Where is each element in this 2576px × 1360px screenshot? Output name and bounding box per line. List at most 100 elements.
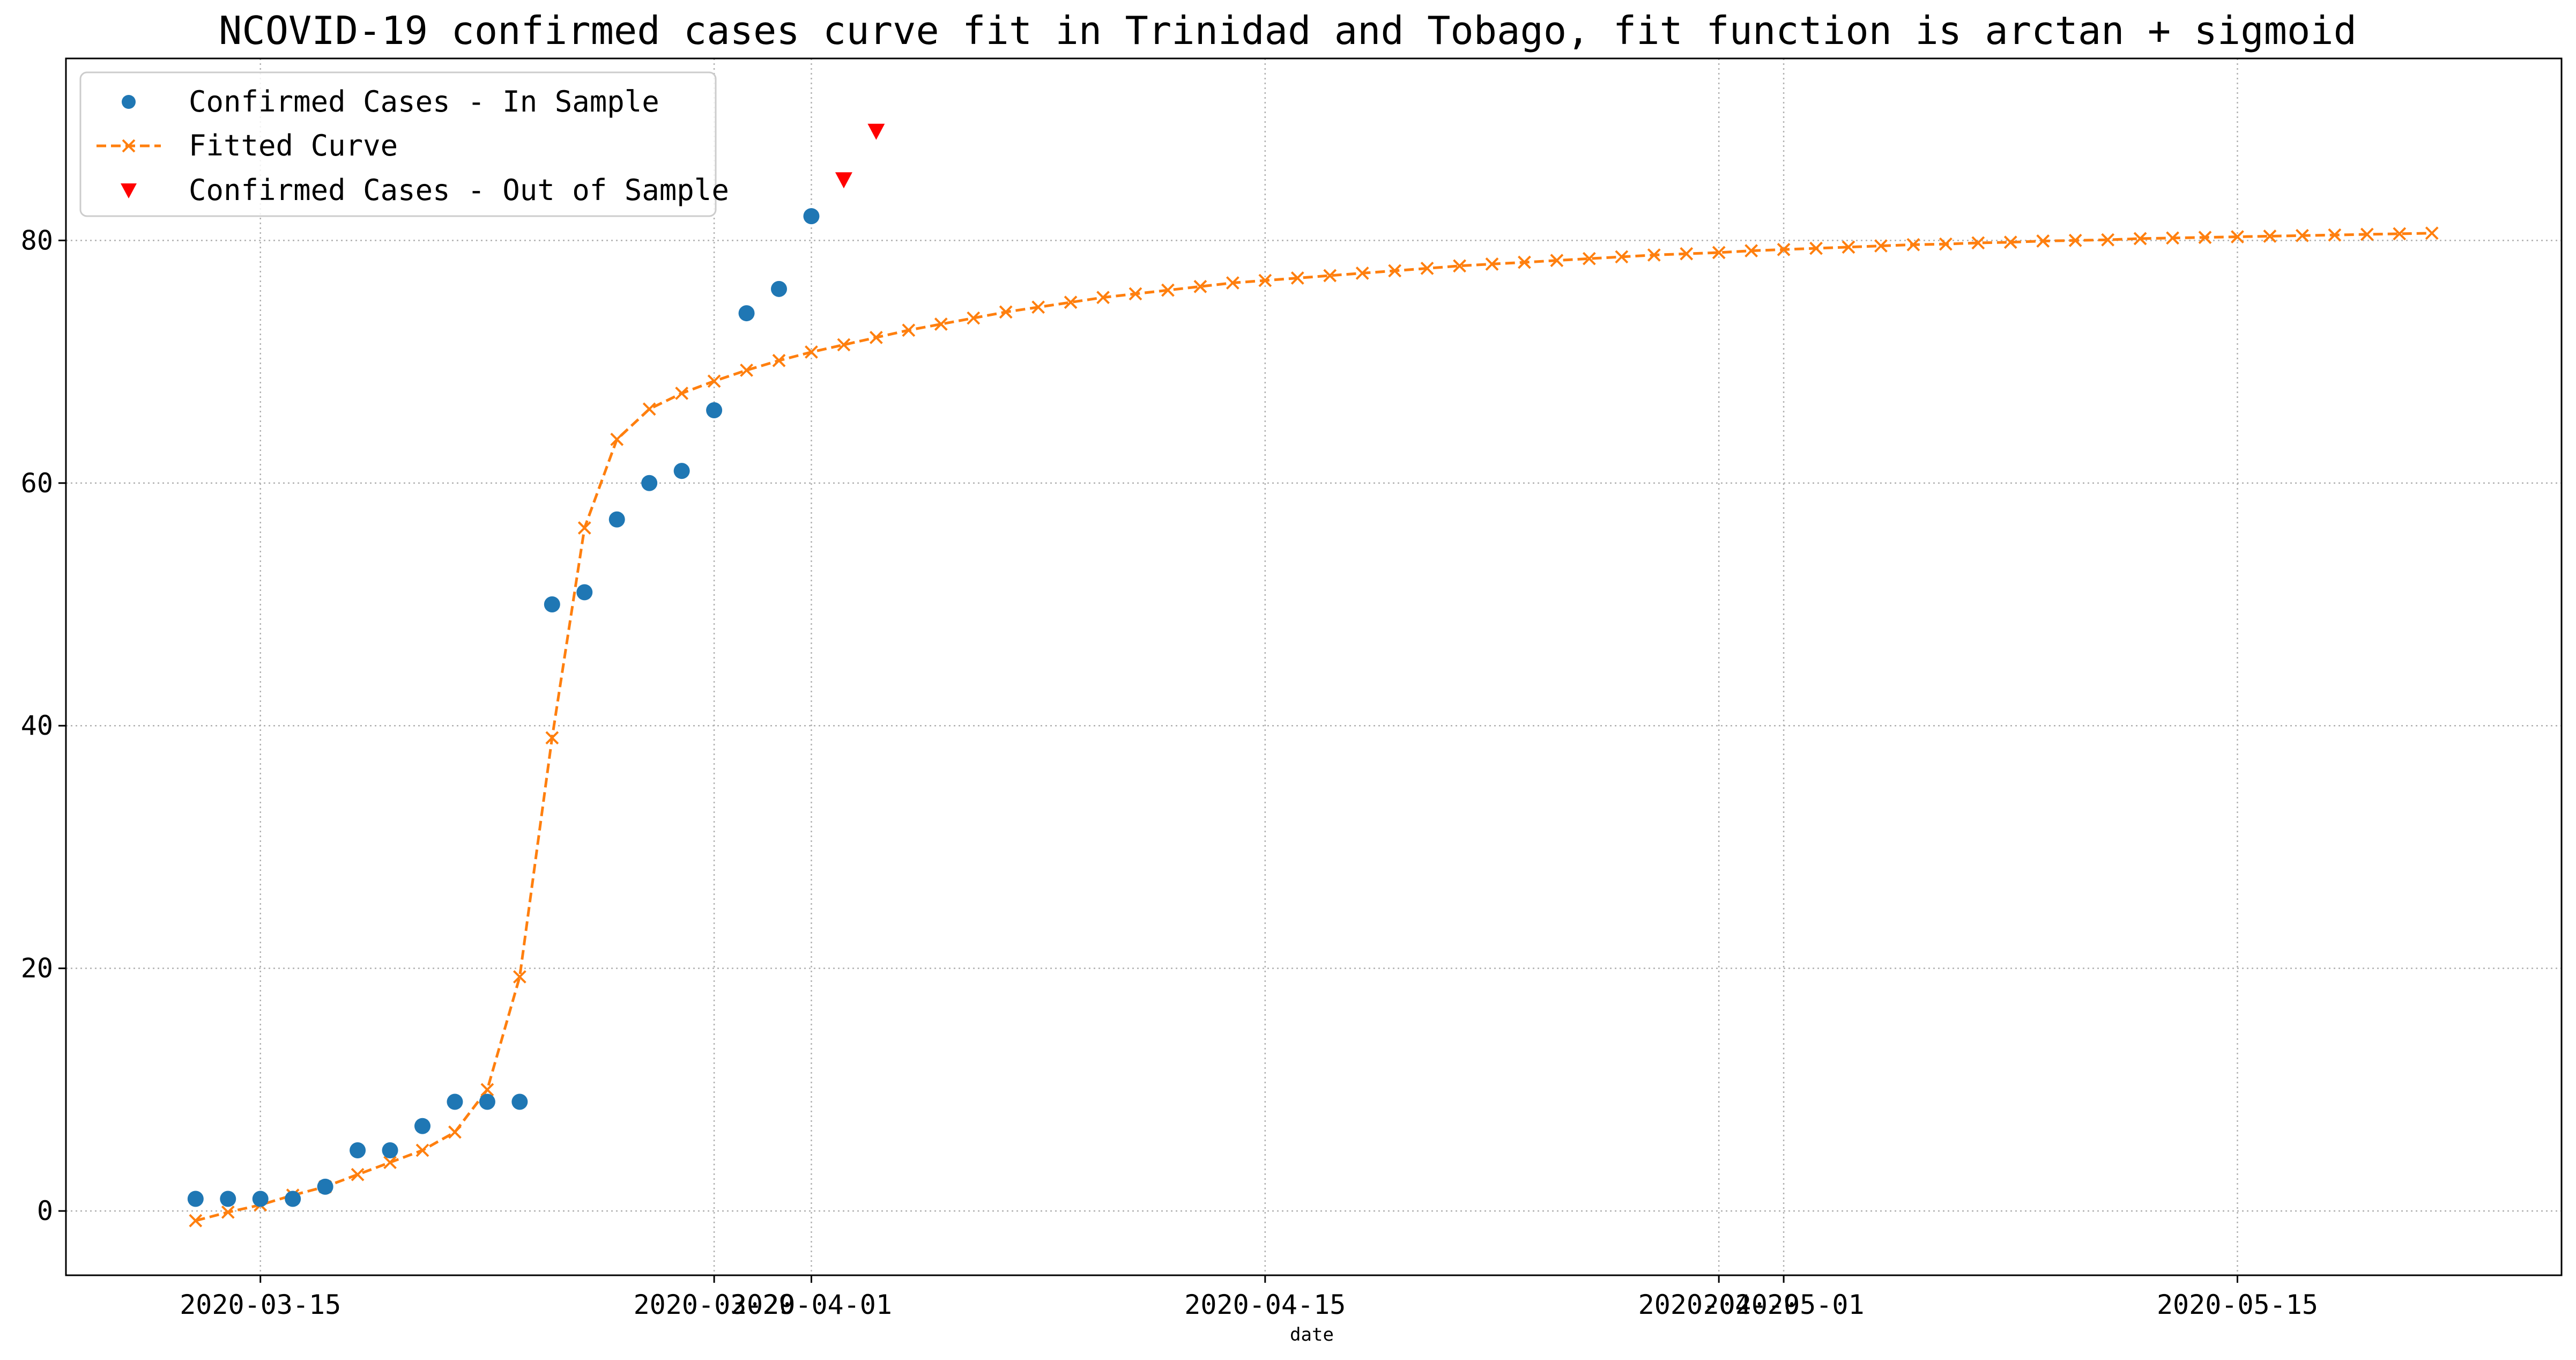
y-tick-label: 60: [21, 468, 53, 499]
y-tick-label: 0: [37, 1195, 53, 1226]
fitted-curve-marker: [2263, 229, 2277, 243]
fitted-curve-marker: [513, 970, 526, 984]
legend-marker-in-sample: [122, 95, 136, 109]
x-axis-label: date: [1290, 1324, 1334, 1346]
in-sample-point: [738, 305, 755, 322]
fitted-curve-marker: [1453, 259, 1466, 273]
x-tick-label: 2020-04-01: [731, 1289, 892, 1320]
fitted-curve-marker: [707, 374, 721, 388]
fitted-curve-marker: [1842, 240, 1855, 254]
fitted-curve-marker: [2068, 233, 2082, 247]
x-tick-label: 2020-05-01: [1703, 1289, 1865, 1320]
fitted-curve-marker: [1355, 266, 1369, 280]
fitted-curve-marker: [2003, 235, 2017, 249]
fitted-curve-marker: [1064, 295, 1078, 309]
x-tick-label: 2020-04-29: [1638, 1289, 1800, 1320]
fitted-curve-marker: [1096, 291, 1110, 305]
fitted-curve-marker: [189, 1214, 203, 1228]
fitted-curve-marker: [2231, 230, 2244, 243]
fitted-curve-marker: [772, 353, 786, 367]
in-sample-point: [576, 584, 593, 601]
in-sample-point: [317, 1178, 333, 1195]
x-tick-label: 2020-03-29: [634, 1289, 795, 1320]
legend-marker-fitted: [122, 139, 136, 153]
in-sample-point: [673, 463, 690, 479]
fitted-curve-marker: [642, 402, 656, 416]
fitted-curve-marker: [1744, 244, 1758, 257]
fitted-curve-marker: [1258, 274, 1272, 287]
in-sample-point: [771, 280, 787, 297]
fitted-curve-marker: [2425, 226, 2439, 240]
fitted-curve-marker: [2360, 227, 2374, 241]
in-sample-point: [220, 1191, 236, 1207]
fitted-curve-marker: [967, 311, 981, 325]
fitted-curve-marker: [2198, 231, 2212, 245]
fitted-curve-marker: [2295, 228, 2309, 242]
fitted-curve-marker: [1161, 283, 1175, 297]
legend-label-in-sample: Confirmed Cases - In Sample: [189, 85, 659, 119]
fitted-curve-marker: [999, 305, 1013, 319]
fitted-curve-marker: [2393, 227, 2407, 241]
in-sample-point: [447, 1093, 463, 1110]
fitted-curve-marker: [805, 345, 818, 359]
in-sample-point: [479, 1093, 495, 1110]
fitted-curve-marker: [1874, 239, 1888, 253]
fitted-curve-marker: [2133, 232, 2147, 246]
fitted-curve-marker: [221, 1205, 235, 1219]
plot-frame: [65, 57, 2563, 1276]
fitted-curve-marker: [1712, 246, 1726, 260]
in-sample-point: [706, 402, 723, 419]
x-tick-label: 2020-05-15: [2157, 1289, 2318, 1320]
fitted-curve-line: [195, 232, 2432, 1222]
fitted-curve-marker: [383, 1156, 397, 1170]
fitted-curve-marker: [1485, 257, 1499, 271]
fitted-curve-marker: [1582, 252, 1596, 265]
fitted-curve-marker: [1550, 254, 1564, 268]
fitted-curve-marker: [1031, 300, 1045, 314]
fitted-curve-marker: [610, 432, 624, 446]
out-of-sample-point: [867, 123, 885, 140]
fitted-curve-marker: [2101, 233, 2115, 247]
fitted-curve-marker: [351, 1167, 365, 1181]
fitted-curve-marker: [1420, 261, 1434, 275]
series-layer: [187, 123, 2439, 1228]
in-sample-point: [187, 1191, 204, 1207]
fitted-curve-marker: [934, 317, 948, 331]
legend-marker-out-of-sample: [121, 183, 137, 198]
fitted-curve-marker: [837, 338, 851, 352]
fitted-curve-marker: [1615, 250, 1629, 264]
legend-box: [79, 71, 717, 217]
fitted-curve-marker: [415, 1143, 429, 1157]
fitted-curve-marker: [2166, 231, 2179, 245]
legend-label-out-of-sample: Confirmed Cases - Out of Sample: [189, 173, 729, 207]
fitted-curve-marker: [740, 363, 753, 377]
in-sample-point: [803, 208, 820, 225]
legend-label-fitted: Fitted Curve: [189, 129, 398, 162]
in-sample-point: [285, 1191, 301, 1207]
fitted-curve-marker: [675, 386, 689, 400]
y-tick-label: 40: [21, 710, 53, 741]
fitted-curve-marker: [1906, 238, 1920, 252]
y-tick-label: 20: [21, 953, 53, 984]
fitted-curve-marker: [1680, 247, 1694, 261]
grid-layer: [66, 58, 2562, 1275]
legend: Confirmed Cases - In Sample Fitted Curve…: [79, 71, 729, 217]
fitted-curve-marker: [1193, 279, 1207, 293]
fitted-curve-marker: [1388, 264, 1402, 278]
x-tick-label: 2020-04-15: [1184, 1289, 1346, 1320]
fitted-curve-marker: [1777, 242, 1791, 256]
in-sample-point: [511, 1093, 528, 1110]
fitted-curve-marker: [448, 1125, 462, 1139]
chart-title: NCOVID-19 confirmed cases curve fit in T…: [219, 8, 2357, 53]
in-sample-point: [382, 1142, 398, 1158]
fitted-curve-marker: [1323, 269, 1337, 283]
fitted-curve-marker: [1971, 236, 1985, 250]
fitted-curve-marker: [1647, 248, 1661, 262]
in-sample-point: [350, 1142, 366, 1158]
fitted-curve-marker: [1518, 255, 1531, 269]
in-sample-point: [544, 596, 560, 612]
in-sample-point: [414, 1118, 430, 1134]
fitted-curve-marker: [1129, 287, 1142, 301]
fitted-curve-marker: [1809, 241, 1823, 255]
